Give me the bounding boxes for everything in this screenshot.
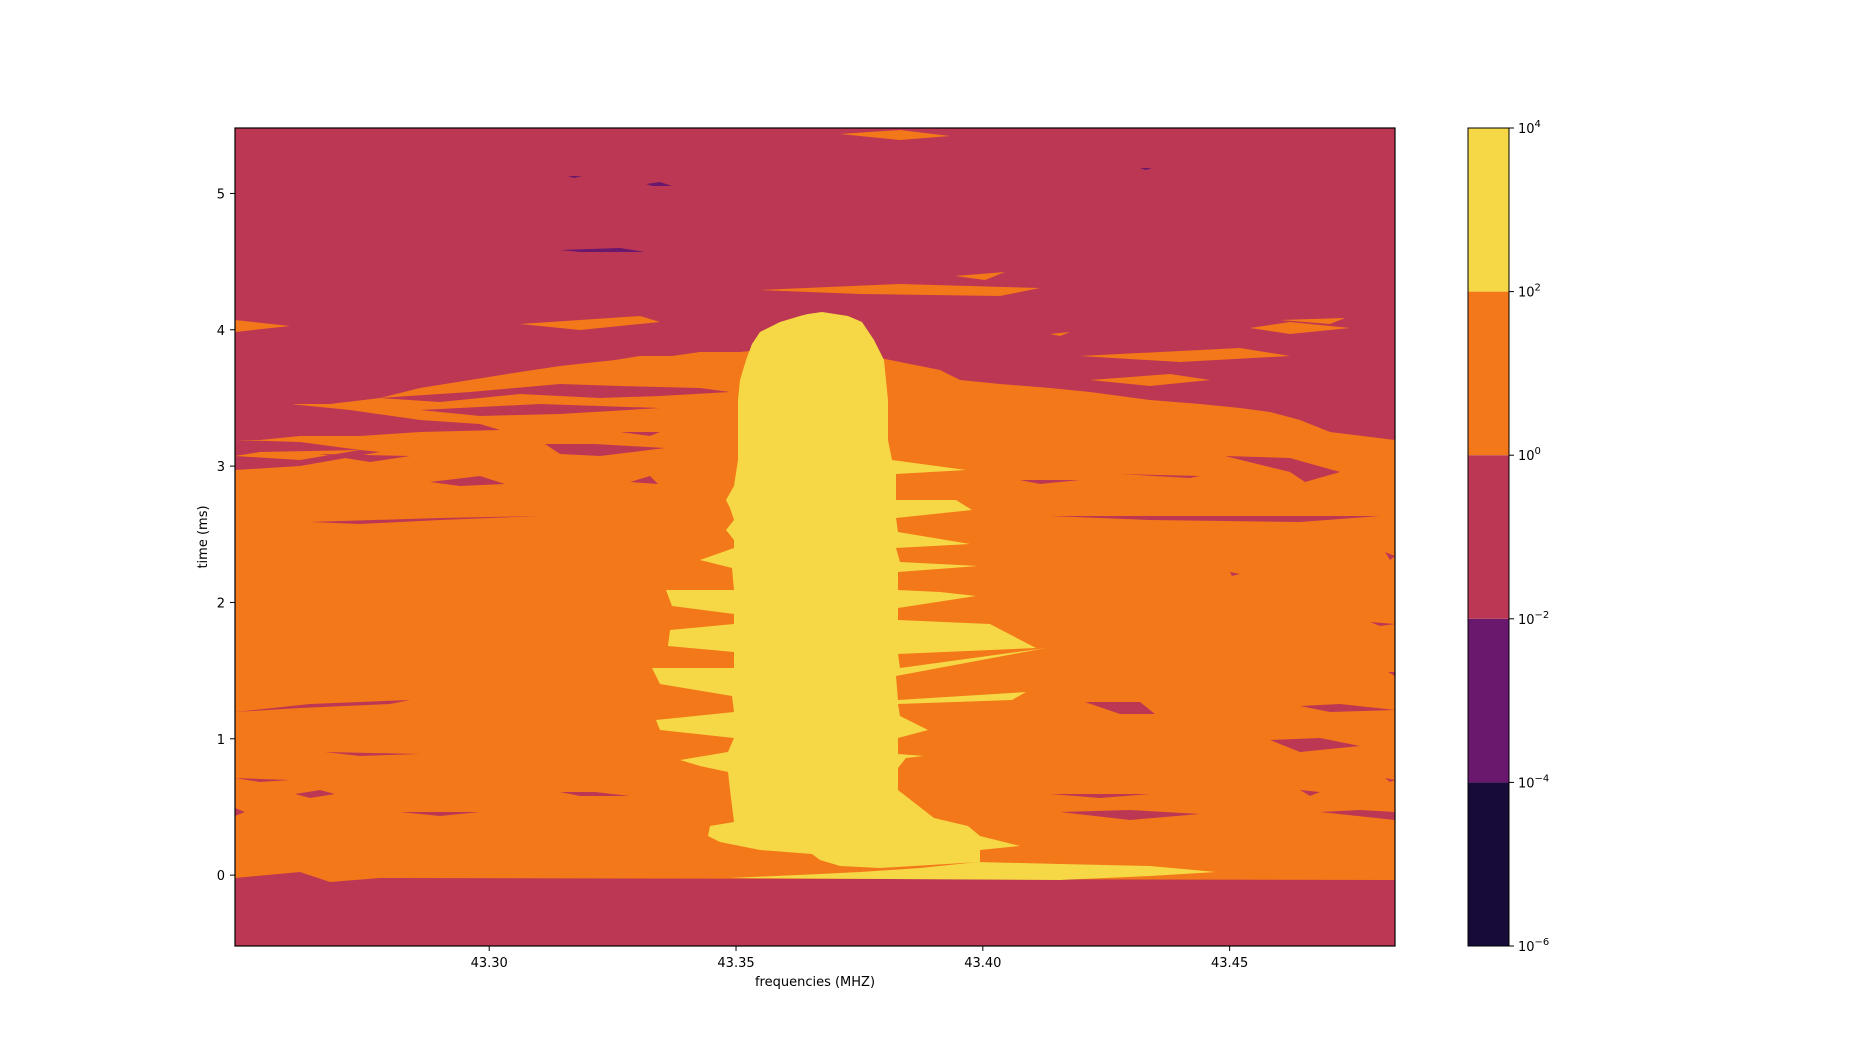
contour-pocket-1 xyxy=(235,404,500,440)
colorbar-band-3 xyxy=(1468,291,1509,456)
colorbar-tick-label: 10−6 xyxy=(1518,937,1549,955)
y-axis: 0 1 2 3 4 5 xyxy=(217,187,235,884)
contour-streak-7 xyxy=(1250,322,1350,334)
y-tick-label: 2 xyxy=(217,596,225,611)
contour-pocket-19 xyxy=(1085,702,1155,714)
contour-pocket-34 xyxy=(1370,622,1395,626)
colorbar-band-1 xyxy=(1468,618,1509,783)
contour-pocket-25 xyxy=(560,792,630,796)
contour-pocket-20 xyxy=(1300,704,1395,712)
contour-pocket-15 xyxy=(1020,480,1080,484)
contour-pocket-10 xyxy=(630,476,658,484)
contour-pocket-31 xyxy=(235,808,245,816)
y-tick-label: 5 xyxy=(217,187,225,202)
plot-frame xyxy=(234,127,1396,947)
contour-streak-8 xyxy=(1280,318,1345,324)
contour-speck-4 xyxy=(1140,168,1152,170)
contour-pocket-23 xyxy=(235,778,290,782)
colorbar: 104 102 100 10−2 10−4 10−6 xyxy=(1467,119,1549,955)
contour-pocket-11 xyxy=(310,516,540,524)
contour-pocket-33 xyxy=(1388,672,1395,676)
contour-pocket-28 xyxy=(1300,790,1320,796)
contour-speck-3 xyxy=(568,176,582,178)
x-tick-label: 43.30 xyxy=(471,956,508,971)
colorbar-band-2 xyxy=(1468,455,1509,619)
contour-streak-3 xyxy=(955,272,1005,280)
colorbar-tick-label: 100 xyxy=(1518,446,1541,464)
x-axis: 43.30 43.35 43.40 43.45 xyxy=(471,946,1248,971)
contour-pocket-2 xyxy=(380,384,730,402)
x-axis-label: frequencies (MHZ) xyxy=(755,975,875,990)
x-tick-label: 43.45 xyxy=(1211,956,1248,971)
contour-streak-6 xyxy=(1080,348,1290,362)
plot-area: 43.30 43.35 43.40 43.45 0 1 2 3 4 5 frequencies … xyxy=(196,127,1396,990)
contour-pocket-17 xyxy=(1385,552,1395,560)
contour-streak-1 xyxy=(520,316,660,330)
contour-pocket-12 xyxy=(1050,516,1380,522)
colorbar-ticks: 104 102 100 10−2 10−4 10−6 xyxy=(1509,119,1549,955)
contour-pocket-24 xyxy=(295,790,335,798)
y-tick-label: 1 xyxy=(217,733,225,748)
contour-pocket-3 xyxy=(420,404,660,416)
colorbar-tick-label: 102 xyxy=(1518,283,1541,301)
colorbar-tick-label: 104 xyxy=(1518,119,1541,137)
contour-streak-9 xyxy=(1090,374,1210,386)
contour-streak-5 xyxy=(235,320,290,332)
contour-pocket-21 xyxy=(1270,738,1360,752)
colorbar-band-4 xyxy=(1468,128,1509,292)
x-tick-label: 43.35 xyxy=(717,956,754,971)
contour-speck-2 xyxy=(646,182,672,186)
contour-pocket-4 xyxy=(235,440,360,456)
y-tick-label: 0 xyxy=(217,869,225,884)
contour-pocket-6 xyxy=(545,444,665,456)
contour-pocket-13 xyxy=(1225,456,1340,482)
contour-pocket-18 xyxy=(235,700,410,712)
colorbar-bands xyxy=(1468,128,1509,946)
x-tick-label: 43.40 xyxy=(964,956,1001,971)
contour-pocket-9 xyxy=(430,476,505,486)
contour-pocket-29 xyxy=(1060,810,1200,820)
colorbar-tick-label: 10−4 xyxy=(1518,773,1549,791)
contour-pocket-27 xyxy=(1050,794,1150,798)
contour-pocket-26 xyxy=(400,812,480,816)
contour-speck-1 xyxy=(560,248,645,252)
y-axis-label: time (ms) xyxy=(196,505,211,568)
contour-pocket-14 xyxy=(1120,474,1200,478)
contour-pocket-22 xyxy=(325,752,420,756)
contour-pocket-30 xyxy=(1320,810,1395,820)
contour-pocket-16 xyxy=(1230,572,1240,576)
contour-pocket-7 xyxy=(620,432,660,436)
colorbar-frame xyxy=(1467,127,1510,947)
y-tick-label: 4 xyxy=(217,324,225,339)
contour-band-high xyxy=(730,862,1216,880)
contour-streak-4 xyxy=(840,130,950,140)
contour-core xyxy=(652,312,1046,868)
contour-streak-10 xyxy=(1050,332,1070,336)
contour-fills xyxy=(235,128,1395,946)
contour-streak-2 xyxy=(760,284,1040,296)
colorbar-tick-label: 10−2 xyxy=(1518,610,1549,628)
contour-pocket-32 xyxy=(1385,778,1395,782)
y-tick-label: 3 xyxy=(217,460,225,475)
contour-pocket-8 xyxy=(235,450,380,470)
colorbar-band-0 xyxy=(1468,782,1509,946)
